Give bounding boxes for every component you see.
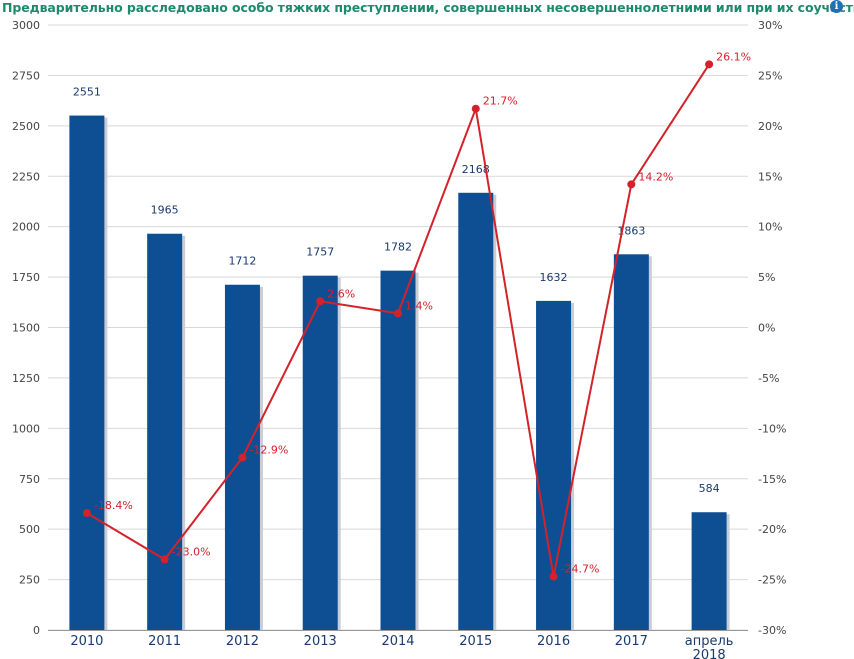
x-tick-label: 2010 — [70, 634, 103, 649]
left-tick-label: 2750 — [12, 69, 40, 82]
bar-value-label: 2551 — [73, 86, 101, 99]
left-tick-label: 3000 — [12, 19, 40, 32]
left-tick-label: 2000 — [12, 221, 40, 234]
line-point — [549, 572, 558, 581]
line-value-label: -12.9% — [249, 444, 288, 457]
line-value-label: -18.4% — [94, 499, 133, 512]
left-tick-label: 500 — [19, 523, 40, 536]
chart-title: Предварительно расследовано особо тяжких… — [2, 0, 854, 15]
bar — [458, 192, 494, 630]
line-point — [160, 555, 169, 564]
right-tick-label: -20% — [758, 523, 786, 536]
right-tick-label: 0% — [758, 322, 775, 335]
x-tick-label: 2013 — [304, 634, 337, 649]
right-tick-label: 20% — [758, 120, 782, 133]
bar — [691, 512, 727, 630]
bar-value-label: 2168 — [462, 163, 490, 176]
right-tick-label: 10% — [758, 221, 782, 234]
x-tick-label: 2018 — [693, 648, 726, 659]
right-tick-label: -30% — [758, 624, 786, 637]
line-value-label: 2.6% — [327, 287, 355, 300]
left-tick-label: 2250 — [12, 170, 40, 183]
bar-value-label: 1782 — [384, 241, 412, 254]
right-tick-label: -5% — [758, 372, 779, 385]
line-series: -18.4% -23.0% -12.9% 2.6% 1.4% 21.7% -24.7% 14.… — [82, 50, 751, 581]
x-tick-label: 2016 — [537, 634, 570, 649]
line-point — [705, 60, 714, 69]
left-tick-label: 0 — [33, 624, 40, 637]
line-point — [316, 297, 325, 306]
line-value-label: 1.4% — [405, 299, 433, 312]
bar-value-label: 1863 — [617, 224, 645, 237]
left-tick-label: 1000 — [12, 422, 40, 435]
line-point — [471, 104, 480, 113]
right-tick-label: 5% — [758, 271, 775, 284]
line-point — [82, 509, 91, 518]
right-tick-label: 30% — [758, 19, 782, 32]
x-tick-label: 2012 — [226, 634, 259, 649]
line-value-label: 26.1% — [716, 50, 751, 63]
right-y-axis: -30% -25% -20% -15% -10% -5% 0% 5% 10% 15% 20% 25% 3… — [758, 19, 786, 637]
right-tick-label: 15% — [758, 170, 782, 183]
right-tick-label: -25% — [758, 574, 786, 587]
line-point — [238, 453, 247, 462]
info-icon[interactable]: i — [830, 0, 843, 13]
right-tick-label: 25% — [758, 69, 782, 82]
bar — [302, 275, 338, 630]
bar-value-label: 1965 — [151, 204, 179, 217]
x-tick-label: 2014 — [381, 634, 414, 649]
x-axis: 2010 2011 2012 2013 2014 2015 2016 2017 апрель20… — [48, 630, 748, 659]
bar-value-label: 1712 — [228, 255, 256, 268]
left-tick-label: 1750 — [12, 271, 40, 284]
x-tick-label: 2011 — [148, 634, 181, 649]
bar — [380, 270, 416, 630]
left-tick-label: 750 — [19, 473, 40, 486]
bar-series: 2551 1965 1712 1757 1782 2168 1632 1863 584 — [69, 86, 730, 631]
line-point — [394, 309, 402, 318]
left-tick-label: 250 — [19, 574, 40, 587]
bar-value-label: 1632 — [540, 271, 568, 284]
bar — [69, 115, 105, 630]
bar-value-label: 1757 — [306, 246, 334, 259]
right-tick-label: -10% — [758, 422, 786, 435]
line-value-label: -23.0% — [172, 545, 211, 558]
line-value-label: 14.2% — [638, 170, 673, 183]
x-tick-label: 2015 — [459, 634, 492, 649]
line-point — [627, 180, 636, 189]
right-tick-label: -15% — [758, 473, 786, 486]
x-tick-label: апрель — [685, 634, 734, 649]
left-tick-label: 1250 — [12, 372, 40, 385]
bar — [613, 254, 649, 631]
bar-value-label: 584 — [699, 482, 720, 495]
line-value-label: -24.7% — [561, 563, 600, 576]
line-value-label: 21.7% — [483, 95, 518, 108]
x-tick-label: 2017 — [615, 634, 648, 649]
left-y-axis: 0 250 500 750 1000 1250 1500 1750 2000 2250 2500 27… — [12, 19, 40, 637]
bar — [536, 300, 572, 630]
left-tick-label: 1500 — [12, 322, 40, 335]
left-tick-label: 2500 — [12, 120, 40, 133]
bar — [147, 233, 183, 630]
